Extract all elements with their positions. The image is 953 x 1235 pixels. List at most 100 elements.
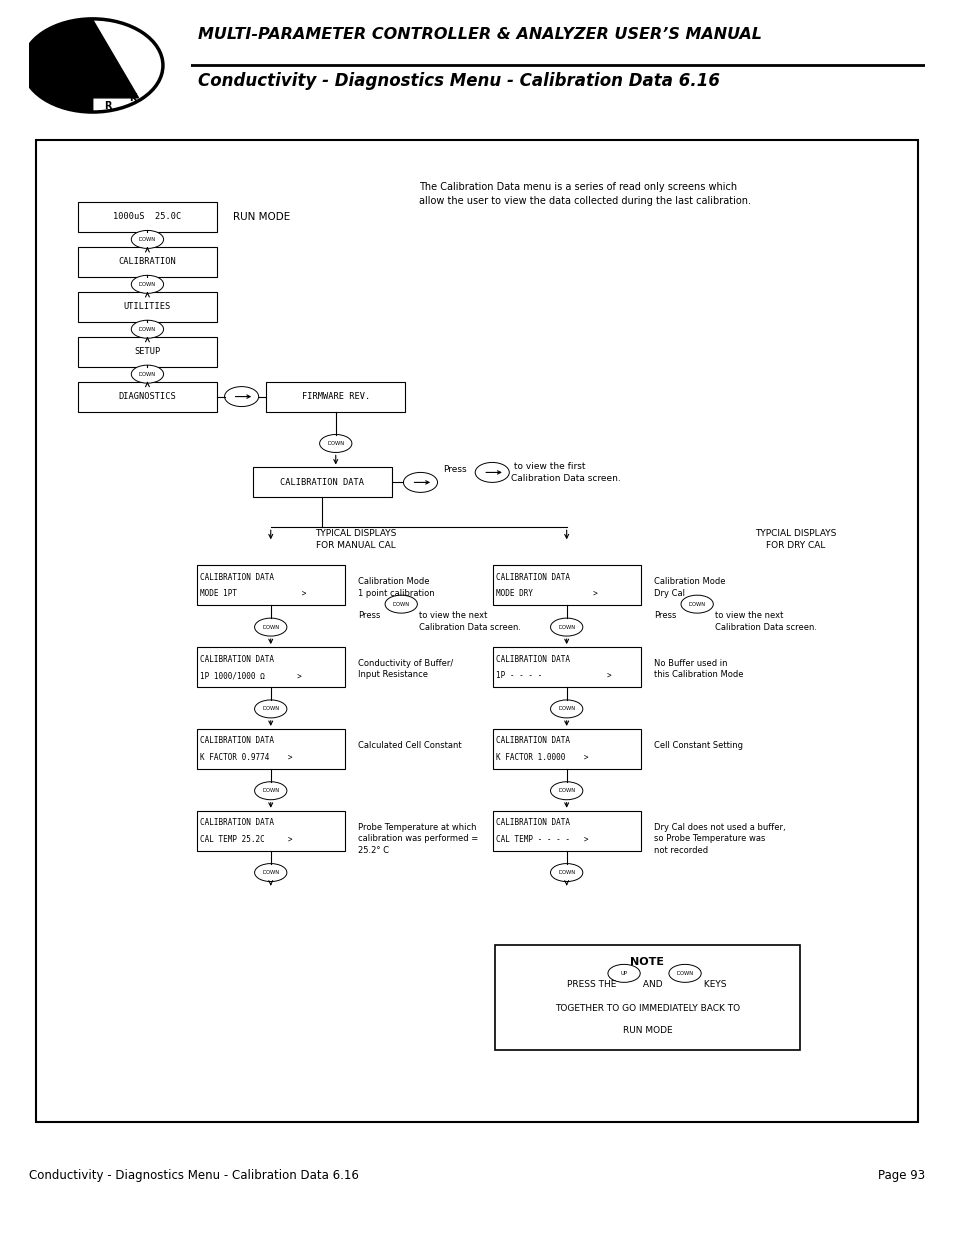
Bar — [78, 247, 216, 277]
Text: Probe Temperature at which
calibration was performed =
25.2° C: Probe Temperature at which calibration w… — [357, 823, 477, 855]
Ellipse shape — [668, 965, 700, 982]
Text: CALIBRATION DATA: CALIBRATION DATA — [200, 655, 274, 663]
Ellipse shape — [132, 275, 163, 293]
Ellipse shape — [680, 595, 713, 613]
Ellipse shape — [607, 965, 639, 982]
Text: CALIBRATION DATA: CALIBRATION DATA — [200, 736, 274, 746]
Ellipse shape — [132, 366, 163, 383]
Text: 1P 1000/1000 Ω       >: 1P 1000/1000 Ω > — [200, 672, 302, 680]
Text: Conductivity of Buffer/
Input Resistance: Conductivity of Buffer/ Input Resistance — [357, 659, 453, 679]
Polygon shape — [92, 20, 138, 98]
Text: FIRMWARE REV.: FIRMWARE REV. — [301, 391, 370, 401]
Ellipse shape — [132, 231, 163, 248]
Text: DOWN: DOWN — [262, 625, 279, 630]
Text: No Buffer used in
this Calibration Mode: No Buffer used in this Calibration Mode — [654, 659, 742, 679]
Text: DIAGNOSTICS: DIAGNOSTICS — [118, 391, 176, 401]
Ellipse shape — [319, 435, 352, 452]
Bar — [495, 946, 799, 1050]
Text: CALIBRATION DATA: CALIBRATION DATA — [496, 655, 570, 663]
Text: DOWN: DOWN — [262, 706, 279, 711]
Text: DOWN: DOWN — [139, 372, 156, 377]
Bar — [492, 810, 640, 851]
Text: TYPICAL DISPLAYS
FOR MANUAL CAL: TYPICAL DISPLAYS FOR MANUAL CAL — [314, 530, 396, 550]
Bar — [196, 647, 344, 687]
Bar — [492, 647, 640, 687]
Ellipse shape — [132, 320, 163, 338]
Text: MULTI-PARAMETER CONTROLLER & ANALYZER USER’S MANUAL: MULTI-PARAMETER CONTROLLER & ANALYZER US… — [198, 27, 761, 42]
Text: SETUP: SETUP — [134, 347, 160, 356]
Bar — [78, 382, 216, 411]
Ellipse shape — [550, 618, 582, 636]
Text: DOWN: DOWN — [558, 625, 575, 630]
Bar — [266, 382, 405, 411]
Ellipse shape — [403, 473, 437, 493]
Text: Press: Press — [442, 466, 466, 474]
Text: DOWN: DOWN — [676, 971, 693, 976]
Text: CALIBRATION DATA: CALIBRATION DATA — [280, 478, 364, 487]
Text: DOWN: DOWN — [558, 706, 575, 711]
Bar — [492, 566, 640, 605]
Ellipse shape — [254, 863, 287, 882]
Bar — [78, 337, 216, 367]
Text: UTILITIES: UTILITIES — [124, 303, 171, 311]
Text: Page 93: Page 93 — [878, 1168, 924, 1182]
Text: CALIBRATION DATA: CALIBRATION DATA — [496, 573, 570, 582]
Text: to view the next
Calibration Data screen.: to view the next Calibration Data screen… — [715, 611, 816, 631]
Text: S: S — [35, 73, 43, 83]
Text: UP: UP — [619, 971, 627, 976]
Bar — [78, 203, 216, 232]
Text: DOWN: DOWN — [558, 871, 575, 876]
Text: R: R — [104, 101, 112, 111]
Text: Conductivity - Diagnostics Menu - Calibration Data 6.16: Conductivity - Diagnostics Menu - Calibr… — [198, 72, 720, 89]
Text: DOWN: DOWN — [262, 788, 279, 793]
Text: CALIBRATION DATA: CALIBRATION DATA — [496, 736, 570, 746]
Text: K FACTOR 1.0000    >: K FACTOR 1.0000 > — [496, 753, 588, 762]
Text: DOWN: DOWN — [139, 327, 156, 332]
Text: A: A — [76, 99, 84, 109]
Ellipse shape — [475, 462, 509, 483]
Ellipse shape — [550, 700, 582, 718]
Text: Press: Press — [654, 611, 676, 620]
Text: TYPCIAL DISPLAYS
FOR DRY CAL: TYPCIAL DISPLAYS FOR DRY CAL — [754, 530, 835, 550]
Text: AND: AND — [639, 981, 662, 989]
Bar — [492, 729, 640, 769]
Ellipse shape — [254, 700, 287, 718]
Polygon shape — [23, 19, 92, 112]
Text: to view the next
Calibration Data screen.: to view the next Calibration Data screen… — [418, 611, 520, 631]
Text: CALIBRATION DATA: CALIBRATION DATA — [200, 818, 274, 827]
Text: TOGETHER TO GO IMMEDIATELY BACK TO: TOGETHER TO GO IMMEDIATELY BACK TO — [555, 1004, 740, 1013]
Text: Calculated Cell Constant: Calculated Cell Constant — [357, 741, 461, 750]
Text: H: H — [52, 89, 60, 99]
Text: RUN MODE: RUN MODE — [622, 1026, 672, 1035]
Ellipse shape — [254, 782, 287, 800]
Text: DOWN: DOWN — [327, 441, 344, 446]
Text: CALIBRATION DATA: CALIBRATION DATA — [200, 573, 274, 582]
Text: Conductivity - Diagnostics Menu - Calibration Data 6.16: Conductivity - Diagnostics Menu - Calibr… — [29, 1168, 358, 1182]
Text: MODE 1PT              >: MODE 1PT > — [200, 589, 307, 599]
Text: CALIBRATION: CALIBRATION — [118, 257, 176, 267]
Text: Dry Cal does not used a buffer,
so Probe Temperature was
not recorded: Dry Cal does not used a buffer, so Probe… — [654, 823, 785, 855]
Text: NOTE: NOTE — [630, 957, 663, 967]
Ellipse shape — [550, 782, 582, 800]
Text: The Calibration Data menu is a series of read only screens which
allow the user : The Calibration Data menu is a series of… — [418, 182, 750, 206]
Text: to view the first
Calibration Data screen.: to view the first Calibration Data scree… — [511, 462, 620, 483]
Text: DOWN: DOWN — [393, 601, 410, 606]
Text: PRESS THE: PRESS THE — [566, 981, 616, 989]
Text: DOWN: DOWN — [688, 601, 705, 606]
Text: DOWN: DOWN — [558, 788, 575, 793]
Text: MODE DRY             >: MODE DRY > — [496, 589, 598, 599]
Text: 1000uS  25.0C: 1000uS 25.0C — [113, 212, 181, 221]
Ellipse shape — [385, 595, 416, 613]
Text: DOWN: DOWN — [262, 871, 279, 876]
Text: KEYS: KEYS — [700, 981, 726, 989]
Text: CAL TEMP - - - -   >: CAL TEMP - - - - > — [496, 835, 588, 844]
Bar — [196, 729, 344, 769]
Text: Calibration Mode
Dry Cal: Calibration Mode Dry Cal — [654, 577, 725, 598]
Text: Press: Press — [357, 611, 380, 620]
Text: CAL TEMP 25.2C     >: CAL TEMP 25.2C > — [200, 835, 293, 844]
Text: CALIBRATION DATA: CALIBRATION DATA — [496, 818, 570, 827]
Ellipse shape — [550, 863, 582, 882]
Text: Cell Constant Setting: Cell Constant Setting — [654, 741, 742, 750]
Ellipse shape — [254, 618, 287, 636]
FancyBboxPatch shape — [36, 140, 917, 1123]
